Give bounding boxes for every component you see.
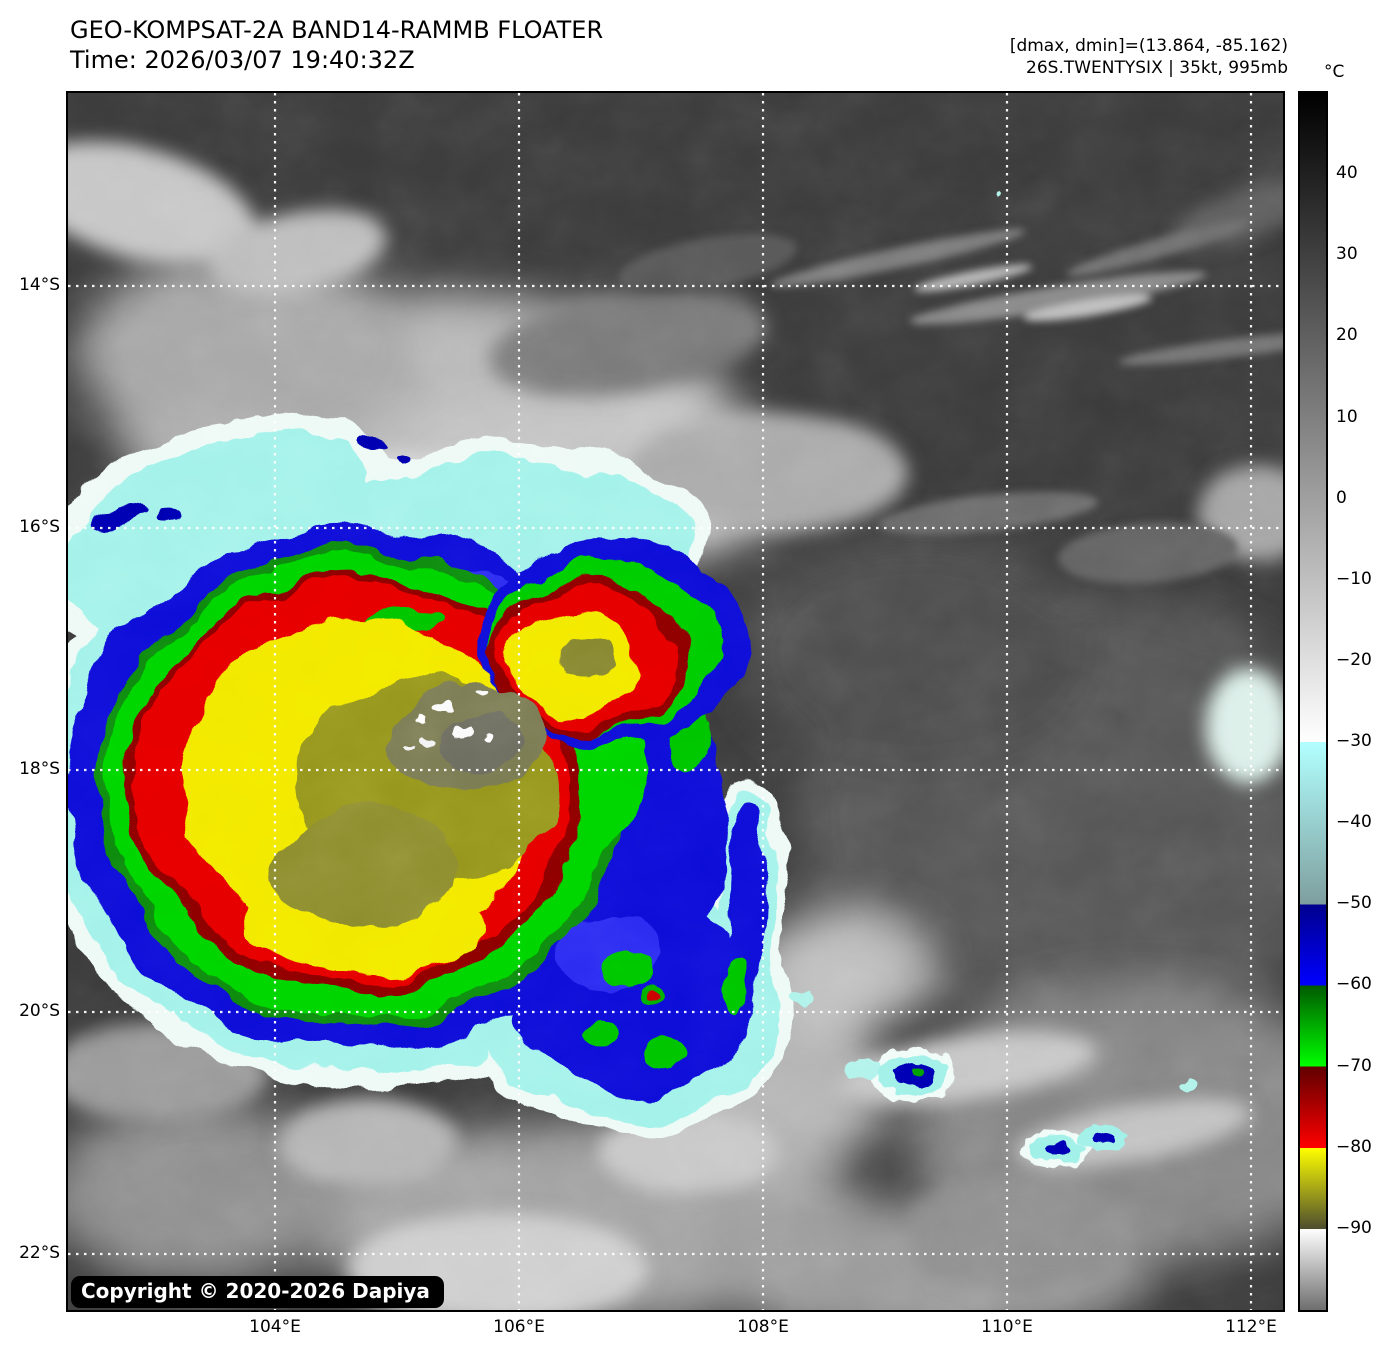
copyright-badge: Copyright © 2020-2026 Dapiya <box>71 1276 444 1308</box>
y-axis-label: 22°S <box>19 1243 60 1263</box>
y-axis-label: 18°S <box>19 759 60 779</box>
colorbar-tick-label: −60 <box>1336 974 1372 995</box>
colorbar-tick-label: 0 <box>1336 487 1347 508</box>
x-axis-label: 108°E <box>737 1317 789 1337</box>
x-axis-label: 104°E <box>249 1317 301 1337</box>
y-axis-label: 14°S <box>19 275 60 295</box>
colorbar-tick-label: −20 <box>1336 649 1372 670</box>
colorbar-tick-label: −40 <box>1336 812 1372 833</box>
y-axis-label: 16°S <box>19 517 60 537</box>
graticule <box>68 93 1283 1310</box>
colorbar-tick-label: −50 <box>1336 893 1372 914</box>
storm-id-intensity: 26S.TWENTYSIX | 35kt, 995mb <box>1026 58 1288 78</box>
y-axis-label: 20°S <box>19 1001 60 1021</box>
info-block: [dmax, dmin]=(13.864, -85.162) 26S.TWENT… <box>1010 35 1288 79</box>
colorbar-unit-label: °C <box>1324 62 1345 82</box>
x-axis-label: 112°E <box>1225 1317 1277 1337</box>
colorbar-tick-label: 20 <box>1336 325 1358 346</box>
colorbar-tick-label: −80 <box>1336 1136 1372 1157</box>
colorbar <box>1298 91 1328 1312</box>
dmax-dmin-stats: [dmax, dmin]=(13.864, -85.162) <box>1009 36 1288 56</box>
page-title: GEO-KOMPSAT-2A BAND14-RAMMB FLOATER <box>70 16 604 44</box>
header: GEO-KOMPSAT-2A BAND14-RAMMB FLOATER Time… <box>70 15 603 75</box>
colorbar-tick-label: −90 <box>1336 1217 1372 1238</box>
colorbar-tick-label: 40 <box>1336 163 1358 184</box>
x-axis-label: 110°E <box>981 1317 1033 1337</box>
cloud-texture-overlay <box>68 93 1283 1310</box>
colorbar-tick-label: 30 <box>1336 244 1358 265</box>
colorbar-tick-label: 10 <box>1336 406 1358 427</box>
satellite-map: Copyright © 2020-2026 Dapiya <box>66 91 1285 1312</box>
x-axis-label: 106°E <box>493 1317 545 1337</box>
timestamp: Time: 2026/03/07 19:40:32Z <box>70 46 415 74</box>
colorbar-tick-label: −30 <box>1336 731 1372 752</box>
colorbar-tick-label: −10 <box>1336 568 1372 589</box>
colorbar-tick-label: −70 <box>1336 1055 1372 1076</box>
satellite-image <box>68 93 1283 1310</box>
